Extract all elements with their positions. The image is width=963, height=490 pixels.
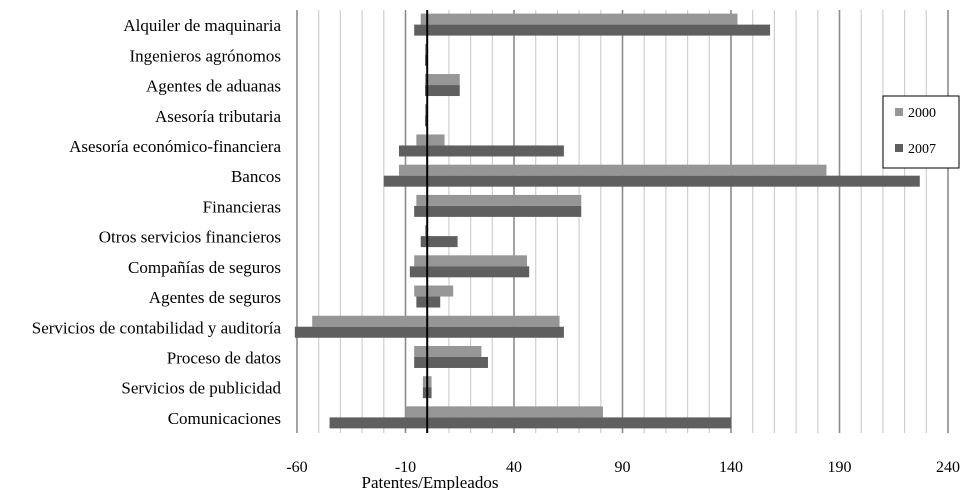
bar-2007-1 [425, 54, 428, 66]
bar-2000-13 [405, 406, 603, 418]
x-tick-label: -60 [286, 459, 307, 476]
category-labels: Alquiler de maquinaria Ingenieros agrónom… [32, 16, 282, 428]
bar-2007-10 [294, 326, 564, 338]
category-label: Alquiler de maquinaria [123, 16, 281, 35]
category-label: Asesoría tributaria [155, 107, 281, 126]
legend-label-2000: 2000 [908, 106, 936, 121]
bar-2000-5 [398, 164, 827, 176]
grid [296, 10, 949, 433]
bar-2007-4 [398, 145, 564, 157]
x-tick-label: 140 [719, 459, 743, 476]
bar-2000-2 [425, 74, 460, 86]
bar-2007-13 [329, 417, 731, 429]
category-label: Servicios de publicidad [121, 379, 281, 398]
x-tick-label: 90 [615, 459, 631, 476]
category-label: Agentes de seguros [149, 288, 281, 307]
category-label: Comunicaciones [168, 409, 281, 428]
bar-2007-3 [425, 115, 428, 127]
x-tick-label: -10 [395, 459, 416, 476]
x-tick-labels: -60 -10 40 90 140 190 240 [286, 459, 960, 476]
bar-2007-8 [409, 266, 530, 278]
bar-2007-5 [383, 175, 920, 187]
category-label: Asesoría económico-financiera [69, 137, 281, 156]
category-label: Otros servicios financieros [99, 228, 281, 247]
bar-2000-11 [414, 345, 482, 357]
category-label: Compañías de seguros [128, 258, 281, 277]
bar-2000-6 [416, 194, 582, 206]
bar-2000-9 [414, 285, 454, 297]
bar-2000-0 [420, 13, 738, 25]
bar-2000-3 [425, 104, 428, 116]
x-axis-title: Patentes/Empleados [362, 473, 499, 490]
bars [294, 13, 920, 429]
x-tick-label: 190 [828, 459, 852, 476]
legend-label-2007: 2007 [908, 142, 936, 157]
legend-swatch-2007 [895, 144, 903, 152]
bar-2000-4 [416, 134, 445, 146]
category-label: Bancos [231, 167, 281, 186]
category-label: Proceso de datos [167, 348, 281, 367]
category-label: Servicios de contabilidad y auditoría [32, 318, 282, 337]
bar-2007-2 [425, 85, 460, 97]
bar-2007-9 [416, 296, 441, 308]
bar-2007-7 [420, 236, 458, 248]
bar-2000-8 [414, 255, 528, 267]
bar-2000-1 [425, 43, 428, 55]
x-tick-label: 240 [936, 459, 960, 476]
bar-2007-6 [414, 205, 582, 217]
legend: 2000 2007 [882, 95, 960, 169]
bar-2007-0 [414, 24, 771, 36]
x-tick-label: 40 [506, 459, 522, 476]
bar-2000-10 [312, 315, 560, 327]
bar-2000-7 [425, 225, 428, 237]
bar-2007-11 [414, 356, 488, 368]
category-label: Ingenieros agrónomos [129, 46, 281, 65]
category-label: Financieras [203, 197, 281, 216]
category-label: Agentes de aduanas [146, 77, 281, 96]
legend-swatch-2000 [895, 108, 903, 116]
